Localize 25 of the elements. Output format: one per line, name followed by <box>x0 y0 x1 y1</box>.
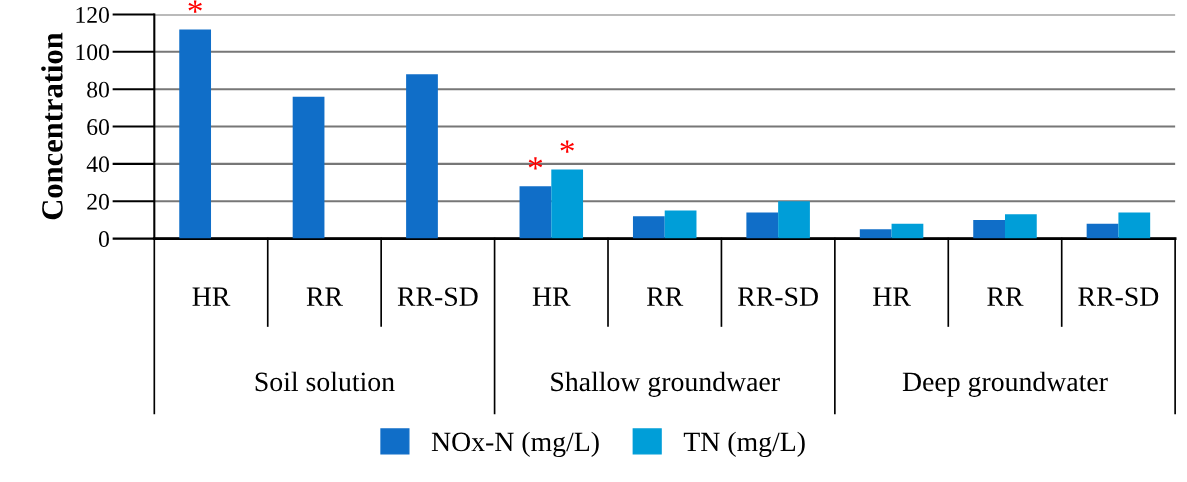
y-axis-title: Concentration <box>41 32 63 220</box>
text: Deep groundwater <box>902 371 1108 397</box>
data-label: * <box>560 140 574 153</box>
data-label: * <box>188 0 202 13</box>
x-tick-label: HR <box>192 287 231 306</box>
x-tick-label: HR <box>873 287 911 306</box>
x-tick-label: RR <box>646 287 684 306</box>
y-tick-label: 120 <box>76 6 109 23</box>
y-tick-label: 0 <box>98 231 109 248</box>
x-tick-label: RR-SD <box>738 287 818 307</box>
x-tick-label: RR-SD <box>1078 287 1159 307</box>
y-tick-label: 80 <box>87 81 109 98</box>
y-tick-label: 40 <box>86 156 109 173</box>
x-tick-label: HR <box>532 287 571 306</box>
y-tick-label: 60 <box>87 119 109 135</box>
legend-label: NOx-N (mg/L) <box>431 431 599 457</box>
y-tick-label: 100 <box>76 44 109 61</box>
legend-label: TN (mg/L) <box>683 431 805 457</box>
y-tick-label: 20 <box>87 193 109 210</box>
x-tick-label: RR <box>987 287 1024 306</box>
data-label: * <box>528 157 543 170</box>
text: Shallow groundwaer <box>551 371 780 397</box>
x-tick-label: RR-SD <box>397 287 478 307</box>
x-tick-label: RR <box>306 287 343 306</box>
text: Soil solution <box>255 371 395 392</box>
